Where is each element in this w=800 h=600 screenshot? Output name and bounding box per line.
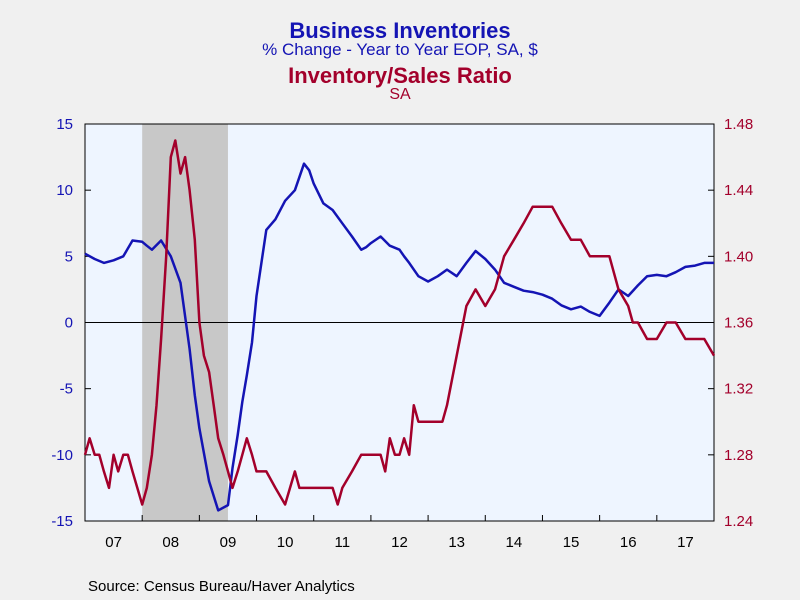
x-tick-label: 11 xyxy=(335,534,351,551)
y-left-tick-label: 0 xyxy=(65,315,73,332)
x-tick-label: 14 xyxy=(506,534,523,551)
x-tick-label: 15 xyxy=(563,534,580,551)
x-tick-label: 09 xyxy=(220,534,237,551)
y-left-tick-label: 10 xyxy=(56,182,73,199)
y-left-tick-label: -5 xyxy=(60,381,73,398)
y-left-tick-label: -10 xyxy=(51,447,73,464)
x-tick-label: 10 xyxy=(277,534,294,551)
y-right-tick-label: 1.48 xyxy=(724,116,753,133)
y-left-tick-label: 5 xyxy=(65,248,73,265)
x-tick-label: 07 xyxy=(105,534,122,551)
x-tick-label: 13 xyxy=(448,534,465,551)
x-tick-label: 12 xyxy=(391,534,408,551)
y-right-tick-label: 1.28 xyxy=(724,447,753,464)
business-inventories-line xyxy=(84,162,714,512)
x-tick-label: 16 xyxy=(620,534,637,551)
y-left-tick-label: -15 xyxy=(51,513,73,530)
chart-subtitle-2: SA xyxy=(389,86,411,103)
chart-title: Business Inventories xyxy=(289,18,511,43)
y-left-tick-label: 15 xyxy=(56,116,73,133)
y-right-tick-label: 1.40 xyxy=(724,248,753,265)
inventory-sales-ratio-line xyxy=(83,139,716,506)
y-right-tick-label: 1.24 xyxy=(724,513,753,530)
x-tick-label: 17 xyxy=(677,534,694,551)
chart-subtitle: % Change - Year to Year EOP, SA, $ xyxy=(262,40,538,59)
y-right-tick-label: 1.36 xyxy=(724,315,753,332)
y-right-tick-label: 1.44 xyxy=(724,182,753,199)
source-note: Source: Census Bureau/Haver Analytics xyxy=(88,578,355,595)
y-right-tick-label: 1.32 xyxy=(724,381,753,398)
x-tick-label: 08 xyxy=(162,534,179,551)
chart-title-2: Inventory/Sales Ratio xyxy=(288,63,512,88)
